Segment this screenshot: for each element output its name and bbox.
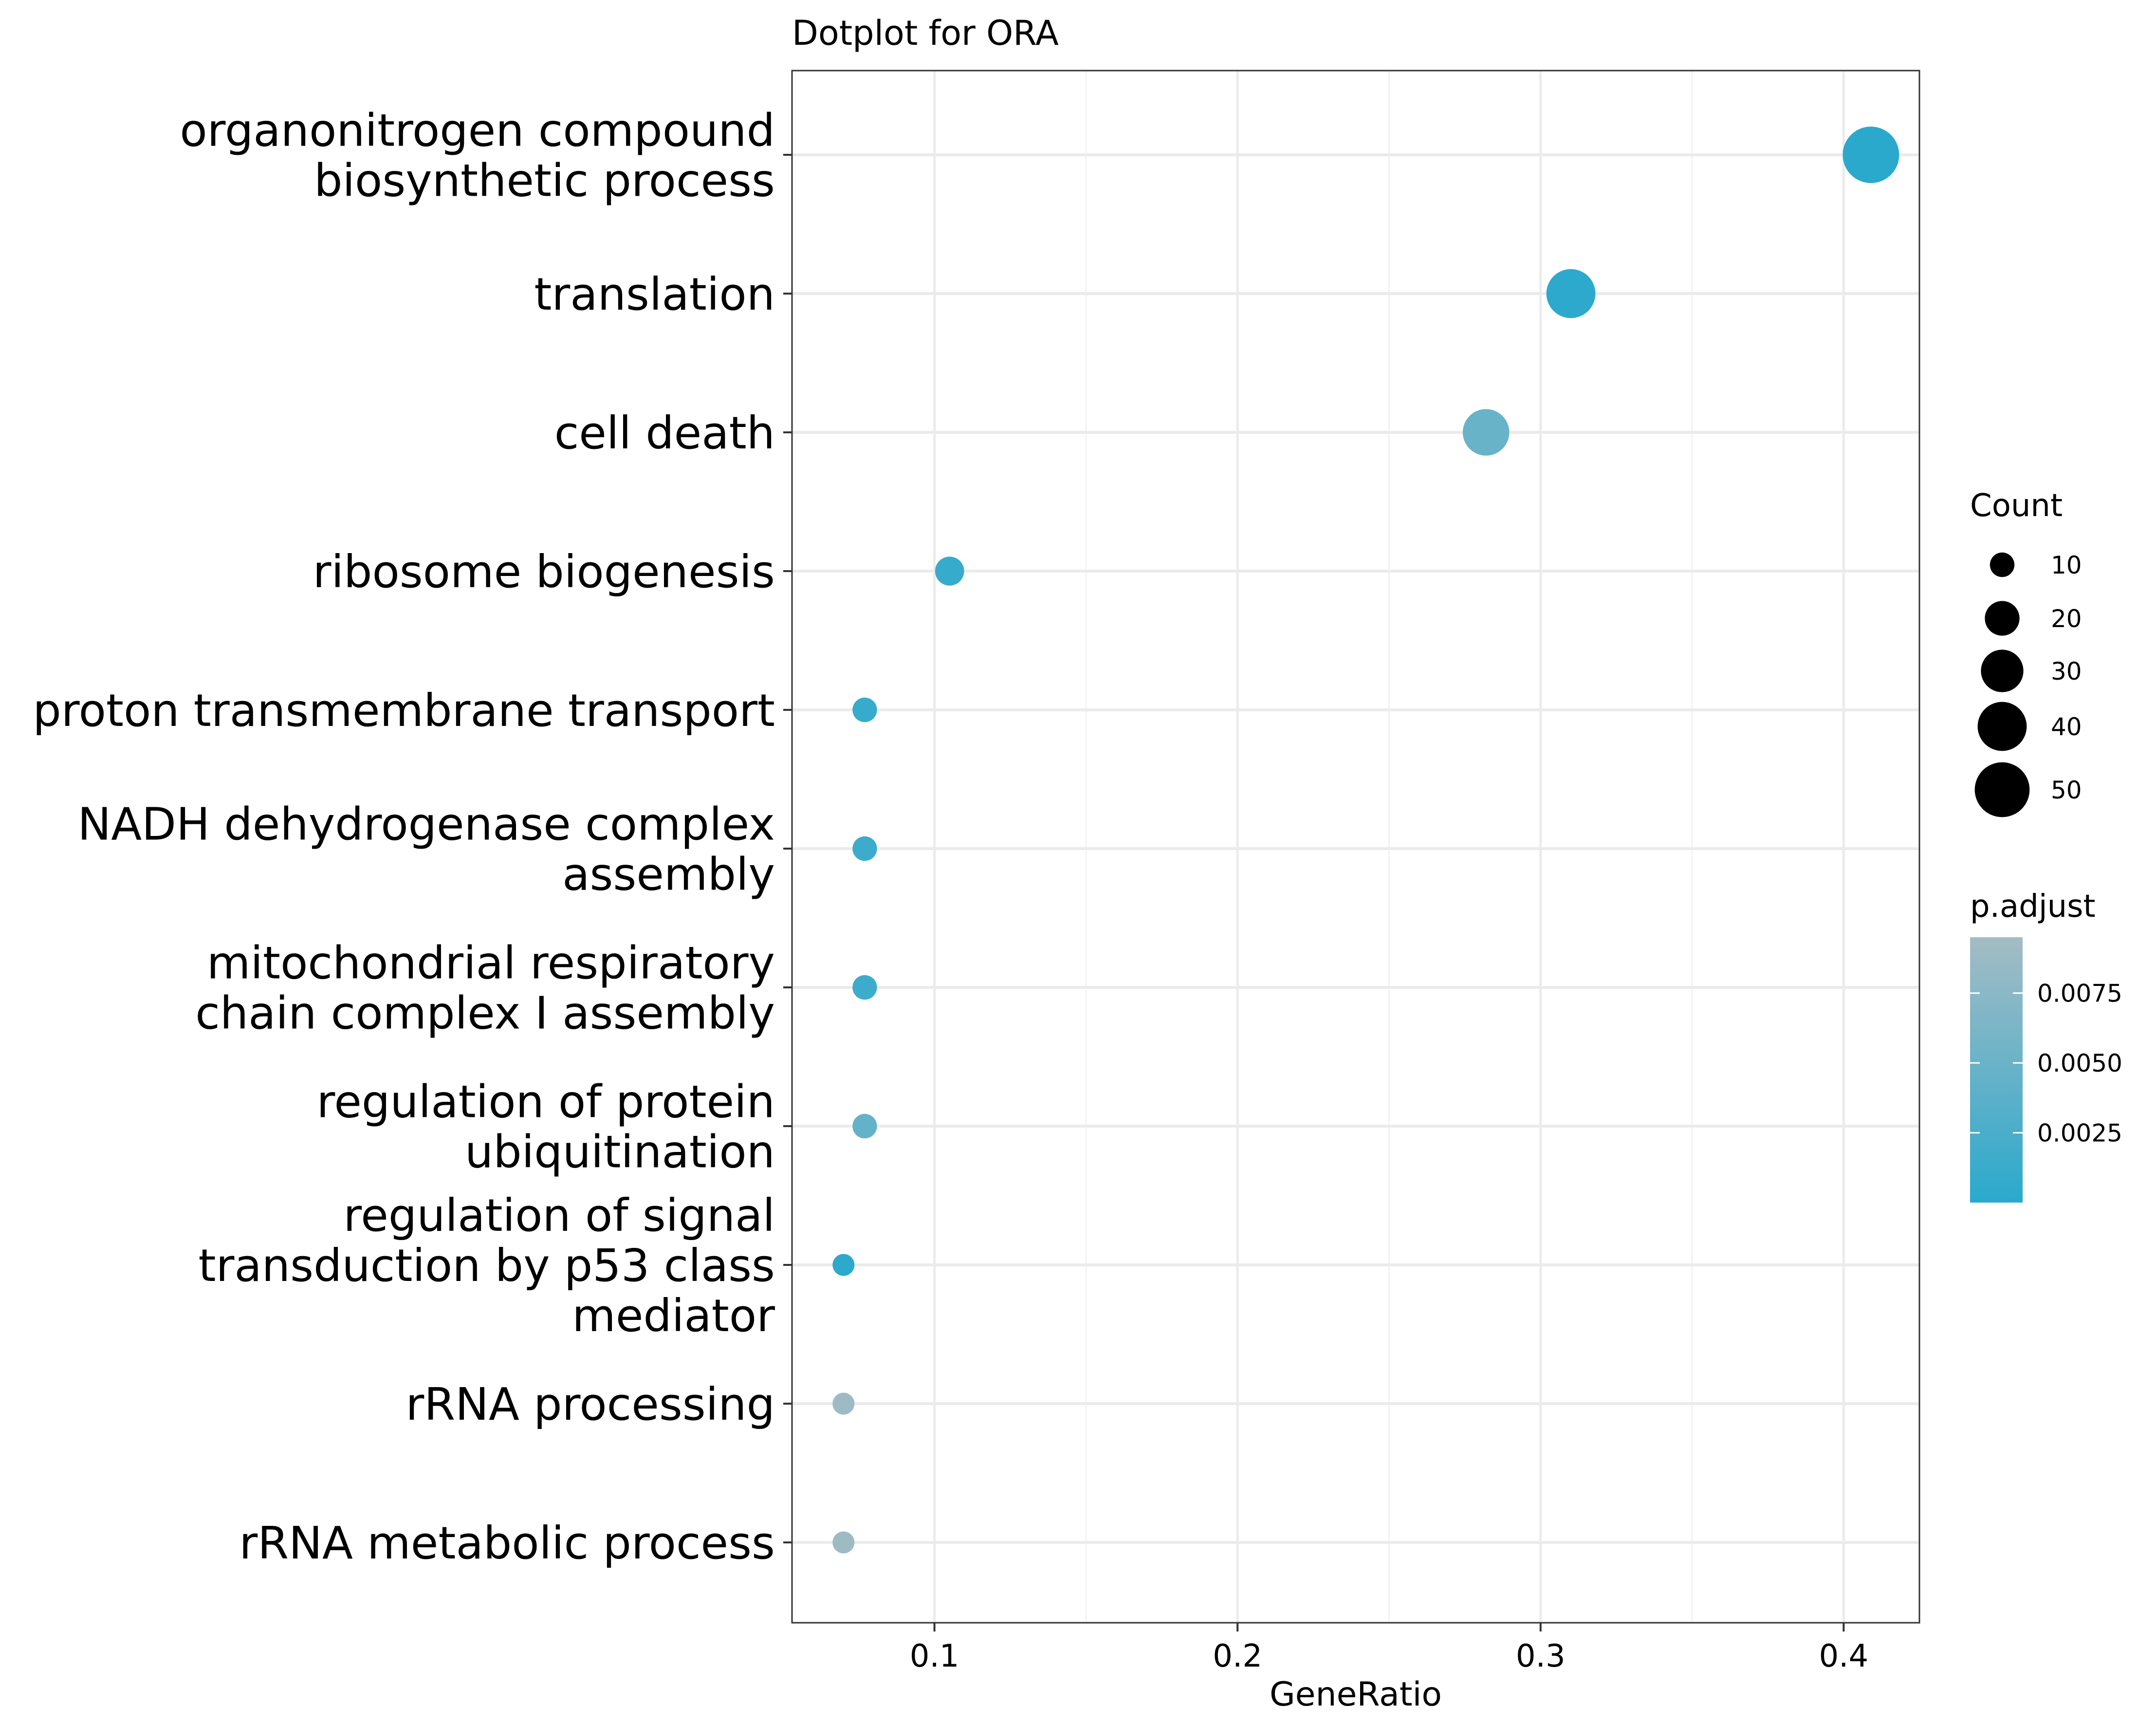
y-tick-label-proton-transmembrane-transport: proton transmembrane transport: [33, 685, 775, 737]
x-tick-label-0-1: 0.1: [910, 1638, 959, 1674]
size-legend-title: Count: [1970, 488, 2063, 524]
legends: Count 10 20 30 40 50 p.adjust 0.0025 0.0050 0.007…: [1970, 488, 2122, 1203]
color-legend-label-0-0025: 0.0025: [2037, 1119, 2122, 1148]
size-legend-label-30: 30: [2051, 657, 2082, 686]
y-tick-label-line: rRNA metabolic process: [239, 1517, 775, 1569]
size-legend-label-20: 20: [2051, 605, 2082, 633]
plot-panel-border: [791, 70, 1920, 1624]
size-legend-key-30: [1981, 649, 2024, 692]
point-cell-death: [1462, 409, 1510, 456]
color-legend-label-0-005: 0.0050: [2037, 1049, 2122, 1077]
size-legend-label-50: 50: [2051, 776, 2082, 804]
y-tick-label-mitochondrial-respiratory-chain-complex-i-assembly: mitochondrial respiratory chain complex I…: [195, 937, 775, 1039]
x-tick-label-0-2: 0.2: [1213, 1638, 1262, 1674]
y-tick-label-line: NADH dehydrogenase complex: [77, 798, 775, 851]
y-tick-label-rrna-processing: rRNA processing: [405, 1378, 775, 1430]
y-tick-label-line: assembly: [562, 849, 775, 901]
y-tick-label-line: translation: [534, 268, 775, 320]
y-tick-label-line: ribosome biogenesis: [313, 546, 775, 598]
point-rrna-metabolic-process: [832, 1531, 855, 1554]
point-regulation-of-signal-transduction-by-p53-class-mediator: [832, 1254, 855, 1276]
y-tick-label-line: biosynthetic process: [314, 155, 775, 207]
point-ribosome-biogenesis: [935, 556, 964, 586]
x-tick-label-0-3: 0.3: [1516, 1638, 1566, 1674]
point-nadh-dehydrogenase-complex-assembly: [852, 836, 877, 861]
size-legend-label-10: 10: [2051, 551, 2082, 579]
y-tick-label-regulation-of-protein-ubiquitination: regulation of protein ubiquitination: [317, 1076, 775, 1178]
point-proton-transmembrane-transport: [852, 697, 877, 723]
y-tick-label-organonitrogen-compound-biosynthetic-process: organonitrogen compound biosynthetic proc…: [180, 105, 775, 207]
y-tick-label-line: cell death: [554, 407, 775, 459]
size-legend-key-20: [1985, 601, 2020, 636]
size-legend-key-50: [1974, 762, 2030, 817]
color-legend-bar: [1970, 937, 2023, 1203]
point-regulation-of-protein-ubiquitination: [852, 1113, 877, 1139]
y-tick-label-line: regulation of protein: [317, 1076, 775, 1128]
x-axis-title: GeneRatio: [1270, 1675, 1442, 1714]
color-legend-label-0-0075: 0.0075: [2037, 980, 2122, 1008]
chart-title: Dotplot for ORA: [792, 13, 1059, 53]
grid-lines: [792, 71, 1919, 1623]
size-legend-key-40: [1977, 702, 2027, 751]
y-tick-label-line: chain complex I assembly: [195, 987, 775, 1039]
y-tick-label-line: proton transmembrane transport: [33, 685, 775, 737]
x-tick-label-0-4: 0.4: [1819, 1638, 1868, 1674]
data-points: [832, 127, 1899, 1554]
y-tick-label-translation: translation: [534, 268, 775, 320]
y-tick-label-nadh-dehydrogenase-complex-assembly: NADH dehydrogenase complex assembly: [77, 798, 775, 901]
y-tick-label-cell-death: cell death: [554, 407, 775, 459]
point-translation: [1546, 269, 1596, 318]
y-tick-label-regulation-of-signal-transduction-by-p53-class-mediator: regulation of signal transduction by p53 …: [199, 1189, 775, 1342]
y-tick-label-line: ubiquitination: [465, 1126, 775, 1178]
y-tick-label-rrna-metabolic-process: rRNA metabolic process: [239, 1517, 775, 1569]
y-tick-label-line: mediator: [572, 1290, 775, 1342]
axes: organonitrogen compound biosynthetic proc…: [33, 105, 1868, 1675]
size-legend-label-40: 40: [2051, 713, 2082, 741]
size-legend-key-10: [1990, 552, 2015, 577]
y-tick-label-line: mitochondrial respiratory: [207, 937, 775, 989]
y-tick-label-line: organonitrogen compound: [180, 105, 775, 157]
y-tick-label-line: transduction by p53 class: [199, 1240, 775, 1292]
y-tick-label-ribosome-biogenesis: ribosome biogenesis: [313, 546, 775, 598]
color-legend-title: p.adjust: [1970, 889, 2096, 925]
point-rrna-processing: [832, 1392, 855, 1415]
y-tick-label-line: rRNA processing: [405, 1378, 775, 1430]
point-organonitrogen-compound-biosynthetic-process: [1843, 127, 1899, 183]
point-mitochondrial-respiratory-chain-complex-i-assembly: [852, 975, 877, 1000]
y-tick-label-line: regulation of signal: [343, 1189, 775, 1242]
